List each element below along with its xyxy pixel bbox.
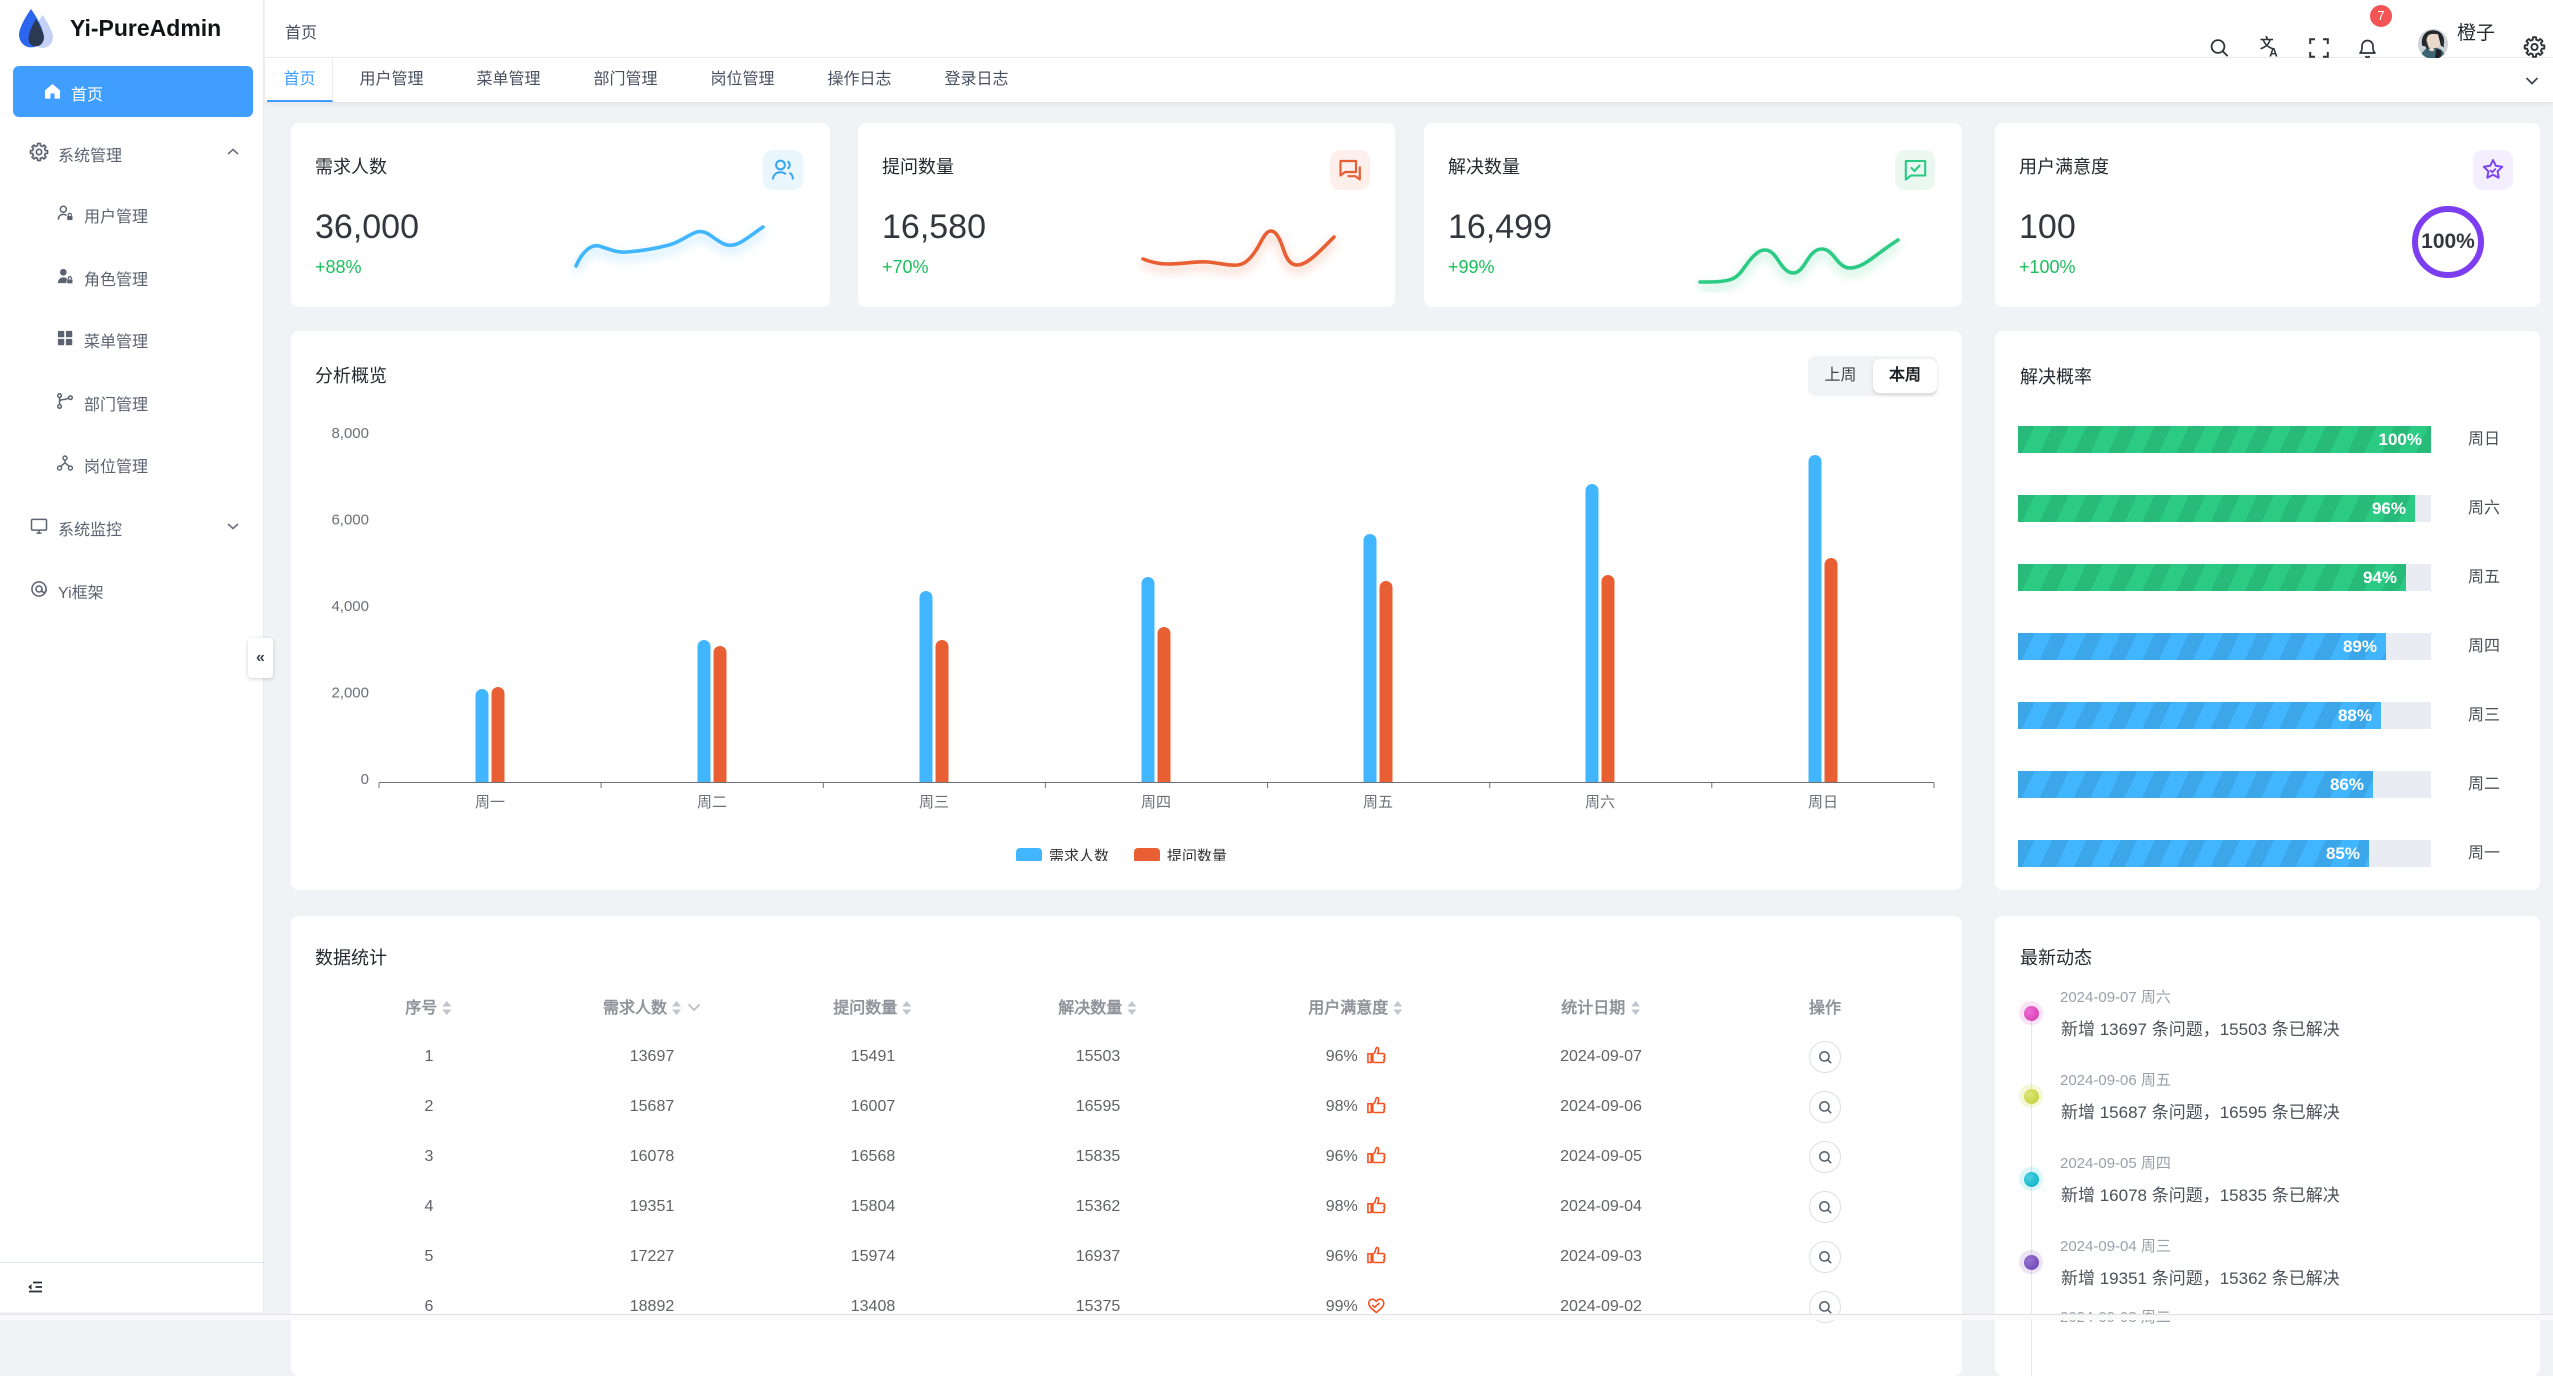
- svg-text:A: A: [2269, 46, 2278, 60]
- svg-text:周六: 周六: [1585, 794, 1615, 811]
- svg-text:周五: 周五: [1363, 794, 1393, 811]
- svg-text:4,000: 4,000: [331, 598, 369, 615]
- svg-text:6,000: 6,000: [331, 512, 369, 529]
- svg-text:提问数量: 提问数量: [1167, 848, 1227, 861]
- svg-text:周四: 周四: [1141, 794, 1171, 811]
- svg-text:文: 文: [2260, 35, 2274, 51]
- svg-text:周二: 周二: [697, 794, 727, 811]
- svg-text:2,000: 2,000: [331, 685, 369, 702]
- svg-text:0: 0: [361, 771, 369, 788]
- svg-text:周一: 周一: [475, 794, 505, 811]
- svg-text:8,000: 8,000: [331, 425, 369, 442]
- svg-text:周三: 周三: [919, 794, 949, 811]
- svg-text:周日: 周日: [1808, 794, 1838, 811]
- svg-text:需求人数: 需求人数: [1049, 848, 1109, 861]
